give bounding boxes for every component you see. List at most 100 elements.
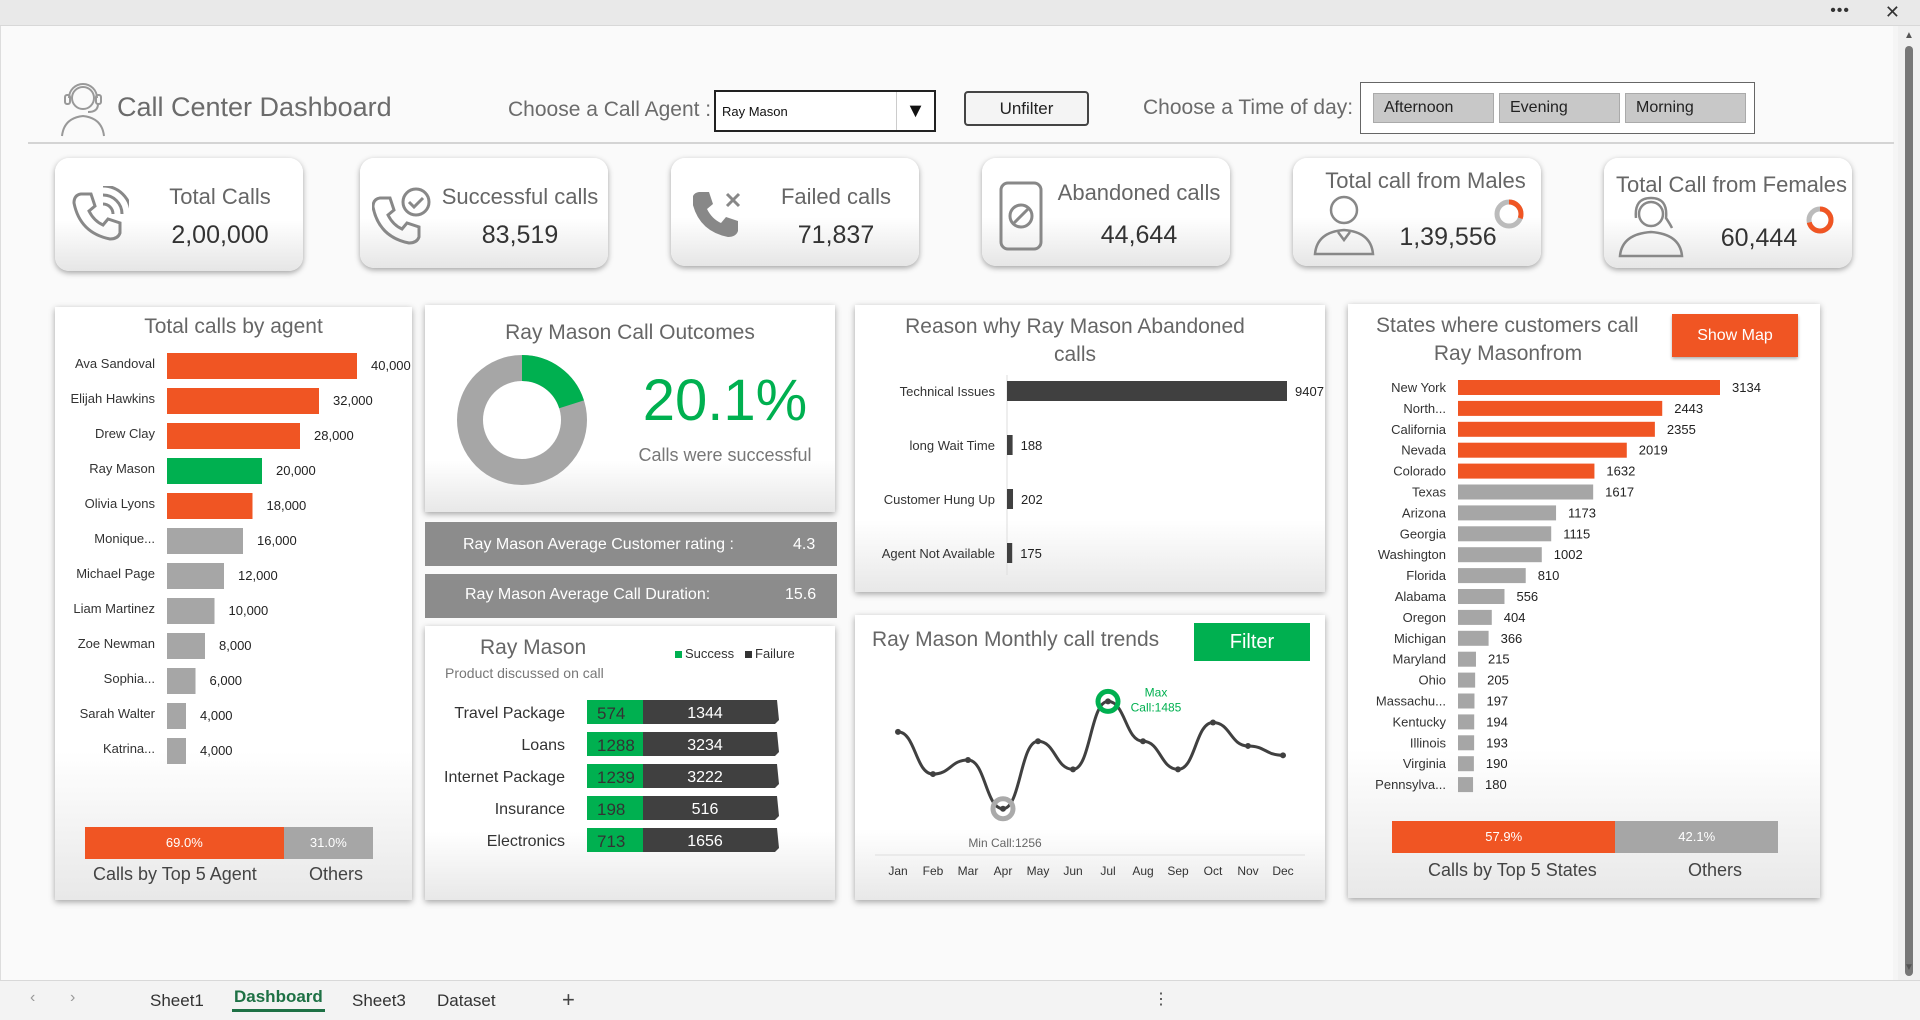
phone-icon <box>72 186 129 241</box>
kpi-value: 60,444 <box>1720 224 1798 252</box>
kpi-label: Successful calls <box>441 184 599 209</box>
state-bar <box>1458 609 1492 625</box>
chevron-down-icon[interactable]: ▼ <box>896 92 934 130</box>
agent-bar <box>167 528 243 554</box>
phone-x-icon <box>693 192 741 237</box>
agent-bar <box>167 738 186 764</box>
tab-next-icon[interactable]: › <box>70 989 76 1006</box>
scroll-up-icon[interactable]: ▲ <box>1904 30 1914 41</box>
unfilter-button[interactable]: Unfilter <box>964 91 1089 126</box>
slicer-morning[interactable]: Morning <box>1625 93 1746 123</box>
state-name-label: Kentucky <box>1393 714 1447 729</box>
scroll-down-icon[interactable]: ▼ <box>1904 962 1914 973</box>
state-value-label: 2019 <box>1639 443 1668 458</box>
kpi-successful-calls: Successful calls 83,519 <box>360 158 608 268</box>
reason-value-label: 9407 <box>1295 384 1324 399</box>
product-name-label: Insurance <box>495 801 565 818</box>
kpi-label: Total Call from Females <box>1615 172 1848 197</box>
state-value-label: 3134 <box>1732 380 1761 395</box>
state-name-label: New York <box>1391 380 1446 395</box>
states-top-share: 57.9% <box>1392 821 1616 853</box>
state-bar <box>1458 421 1655 437</box>
sheet-tab-bar: ‹ › Sheet1 Dashboard Sheet3 Dataset + ⋮ … <box>0 980 1920 1020</box>
state-value-label: 556 <box>1516 589 1538 604</box>
state-bar <box>1458 547 1542 563</box>
state-name-label: Nevada <box>1401 443 1447 458</box>
min-point-marker <box>990 796 1016 822</box>
agent-value-label: 4,000 <box>200 708 233 723</box>
month-tick-label: Apr <box>994 864 1013 878</box>
state-value-label: 404 <box>1504 610 1526 625</box>
product-failure-bar <box>643 796 779 820</box>
state-value-label: 2443 <box>1674 401 1703 416</box>
product-success-value: 1239 <box>597 768 635 787</box>
add-sheet-icon[interactable]: + <box>562 987 575 1012</box>
panel-subtitle: Product discussed on call <box>445 665 604 681</box>
male-user-icon <box>1313 195 1375 256</box>
tab-options-icon[interactable]: ⋮ <box>1153 991 1169 1008</box>
reason-bar <box>1007 543 1013 563</box>
abandon-panel: Reason why Ray Mason Abandoned calls Tec… <box>855 305 1325 592</box>
agent-bar <box>167 703 186 729</box>
agent-dropdown-value: Ray Mason <box>722 104 788 119</box>
state-bar <box>1458 589 1505 604</box>
show-map-button[interactable]: Show Map <box>1672 314 1798 357</box>
monthly-trend-line-chart: Jan Feb Mar Apr May Jun Jul Aug Sep Oct Nov Dec MaxC… <box>875 685 1305 878</box>
agent-dropdown[interactable]: Ray Mason ▼ <box>714 90 936 132</box>
tab-dashboard[interactable]: Dashboard <box>232 987 325 1012</box>
state-value-label: 215 <box>1488 652 1510 667</box>
tab-prev-icon[interactable]: ‹ <box>30 989 36 1006</box>
scroll-thumb[interactable] <box>1905 46 1913 976</box>
tab-dataset[interactable]: Dataset <box>437 991 496 1010</box>
trend-line <box>897 699 1284 811</box>
tab-sheet3[interactable]: Sheet3 <box>352 991 406 1010</box>
abandon-bar-chart: Technical Issues 9407 long Wait Time 188 Cus… <box>882 375 1324 575</box>
product-name-label: Internet Package <box>444 769 565 786</box>
state-name-label: Michigan <box>1394 631 1446 646</box>
male-share-donut <box>1494 199 1524 229</box>
state-name-label: Florida <box>1406 568 1447 583</box>
time-slicer: Afternoon Evening Morning <box>1360 82 1755 134</box>
reason-value-label: 188 <box>1021 438 1043 453</box>
state-value-label: 193 <box>1486 735 1508 750</box>
agent-value-label: 8,000 <box>219 638 252 653</box>
headset-agent-icon <box>61 83 105 137</box>
kpi-label: Total call from Males <box>1325 168 1526 193</box>
close-icon[interactable]: ✕ <box>1884 2 1900 22</box>
product-name-label: Electronics <box>487 833 565 850</box>
month-tick-label: Dec <box>1272 864 1293 878</box>
state-value-label: 1173 <box>1568 505 1596 520</box>
vertical-scrollbar[interactable]: ▲ ▼ <box>1898 26 1920 980</box>
agent-bar <box>167 388 319 414</box>
product-failure-bar <box>643 700 779 724</box>
success-rate-caption: Calls were successful <box>638 445 812 465</box>
legend-success-label: Success <box>685 646 735 661</box>
slicer-afternoon[interactable]: Afternoon <box>1373 93 1494 123</box>
trend-point <box>930 771 936 778</box>
month-tick-label: Oct <box>1204 864 1223 878</box>
outcomes-panel: Ray Mason Call Outcomes 20.1% Calls were… <box>425 305 835 512</box>
product-name-label: Loans <box>521 737 565 754</box>
reason-name-label: Customer Hung Up <box>884 492 995 507</box>
slicer-evening[interactable]: Evening <box>1499 93 1620 123</box>
state-value-label: 1632 <box>1606 464 1635 479</box>
kpi-failed-calls: Failed calls 71,837 <box>671 158 919 266</box>
state-name-label: Virginia <box>1403 756 1447 771</box>
trend-point <box>1070 766 1076 773</box>
agent-name-label: Monique... <box>94 531 155 546</box>
agent-bar <box>167 458 262 484</box>
state-value-label: 1115 <box>1563 526 1590 541</box>
trend-point <box>1105 698 1111 705</box>
outcome-donut-chart <box>457 355 587 485</box>
state-bar <box>1458 630 1489 646</box>
filter-button[interactable]: Filter <box>1194 623 1310 661</box>
state-value-label: 180 <box>1485 777 1507 792</box>
product-success-bar <box>587 700 643 724</box>
agents-others-share: 31.0% <box>309 835 347 850</box>
state-bar <box>1458 400 1663 416</box>
states-share-bar: 57.9% 42.1% <box>1392 821 1778 853</box>
agent-name-label: Drew Clay <box>95 426 155 441</box>
agent-name-label: Michael Page <box>76 566 155 581</box>
tab-sheet1[interactable]: Sheet1 <box>150 991 204 1010</box>
more-options-icon[interactable]: ••• <box>1830 2 1850 19</box>
